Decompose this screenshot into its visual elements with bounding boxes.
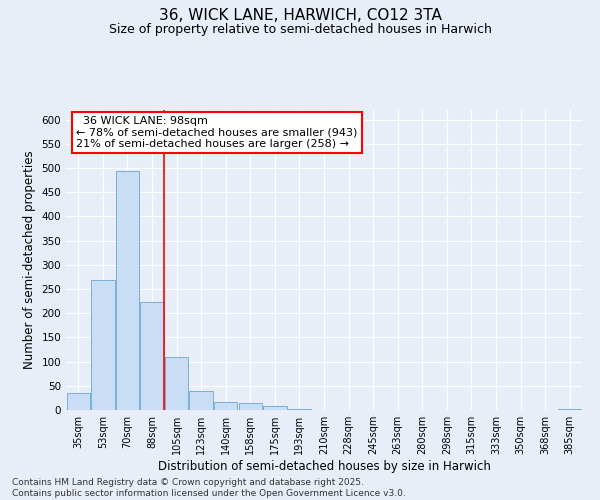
X-axis label: Distribution of semi-detached houses by size in Harwich: Distribution of semi-detached houses by … <box>158 460 490 473</box>
Bar <box>263 406 287 410</box>
Bar <box>239 403 262 410</box>
Text: 36, WICK LANE, HARWICH, CO12 3TA: 36, WICK LANE, HARWICH, CO12 3TA <box>158 8 442 22</box>
Bar <box>165 358 188 410</box>
Bar <box>214 402 238 410</box>
Bar <box>288 409 311 410</box>
Bar <box>67 393 90 410</box>
Text: Size of property relative to semi-detached houses in Harwich: Size of property relative to semi-detach… <box>109 22 491 36</box>
Bar <box>91 280 115 410</box>
Y-axis label: Number of semi-detached properties: Number of semi-detached properties <box>23 150 36 370</box>
Text: Contains HM Land Registry data © Crown copyright and database right 2025.
Contai: Contains HM Land Registry data © Crown c… <box>12 478 406 498</box>
Bar <box>140 302 164 410</box>
Bar <box>558 408 581 410</box>
Bar <box>116 172 139 410</box>
Text: 36 WICK LANE: 98sqm  
← 78% of semi-detached houses are smaller (943)
21% of sem: 36 WICK LANE: 98sqm ← 78% of semi-detach… <box>76 116 358 149</box>
Bar <box>190 390 213 410</box>
